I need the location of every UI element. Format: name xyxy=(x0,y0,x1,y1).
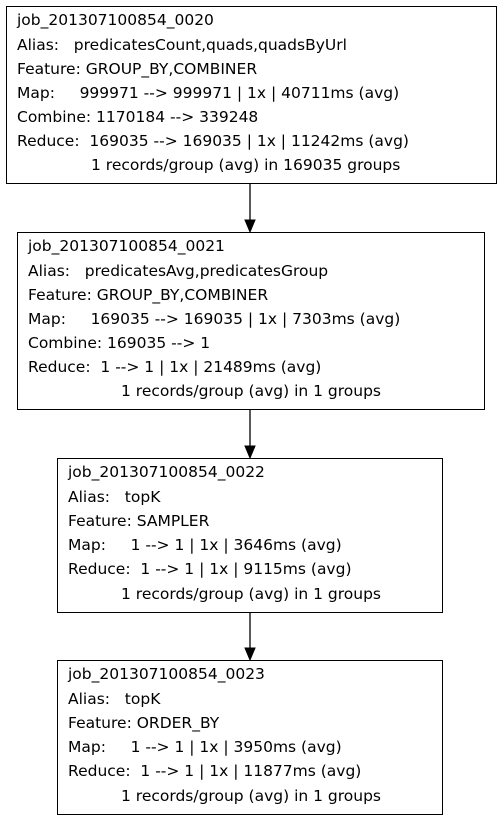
job-node-0023: job_201307100854_0023 Alias: topK Featur… xyxy=(57,660,443,815)
job-id: job_201307100854_0021 xyxy=(28,237,225,255)
job-map: Map: 169035 --> 169035 | 1x | 7303ms (av… xyxy=(28,310,401,328)
job-reduce: Reduce: 1 --> 1 | 1x | 11877ms (avg) xyxy=(68,762,362,780)
job-feature: Feature: ORDER_BY xyxy=(68,714,220,732)
job-alias: Alias: topK xyxy=(68,690,161,708)
job-groups: 1 records/group (avg) in 169035 groups xyxy=(91,156,401,174)
edge-0021-to-0022 xyxy=(244,410,256,460)
job-node-0020: job_201307100854_0020 Alias: predicatesC… xyxy=(6,6,497,184)
job-alias: Alias: predicatesAvg,predicatesGroup xyxy=(28,262,329,280)
job-combine: Combine: 1170184 --> 339248 xyxy=(17,108,259,126)
job-alias: Alias: topK xyxy=(68,488,161,506)
job-feature: Feature: GROUP_BY,COMBINER xyxy=(17,60,258,78)
job-node-0021: job_201307100854_0021 Alias: predicatesA… xyxy=(17,232,485,410)
job-map: Map: 999971 --> 999971 | 1x | 40711ms (a… xyxy=(17,84,400,102)
job-groups: 1 records/group (avg) in 1 groups xyxy=(121,787,382,805)
job-alias: Alias: predicatesCount,quads,quadsByUrl xyxy=(17,36,347,54)
job-id: job_201307100854_0023 xyxy=(68,665,265,683)
job-groups: 1 records/group (avg) in 1 groups xyxy=(121,585,382,603)
job-groups: 1 records/group (avg) in 1 groups xyxy=(121,382,382,400)
job-id: job_201307100854_0020 xyxy=(17,11,214,29)
job-map: Map: 1 --> 1 | 1x | 3950ms (avg) xyxy=(68,738,342,756)
job-feature: Feature: GROUP_BY,COMBINER xyxy=(28,286,269,304)
edge-0020-to-0021 xyxy=(244,184,256,234)
job-feature: Feature: SAMPLER xyxy=(68,512,210,530)
job-map: Map: 1 --> 1 | 1x | 3646ms (avg) xyxy=(68,536,342,554)
job-reduce: Reduce: 1 --> 1 | 1x | 9115ms (avg) xyxy=(68,560,352,578)
job-reduce: Reduce: 169035 --> 169035 | 1x | 11242ms… xyxy=(17,132,409,150)
job-reduce: Reduce: 1 --> 1 | 1x | 21489ms (avg) xyxy=(28,358,322,376)
job-id: job_201307100854_0022 xyxy=(68,463,265,481)
job-combine: Combine: 169035 --> 1 xyxy=(28,334,211,352)
edge-0022-to-0023 xyxy=(244,613,256,662)
